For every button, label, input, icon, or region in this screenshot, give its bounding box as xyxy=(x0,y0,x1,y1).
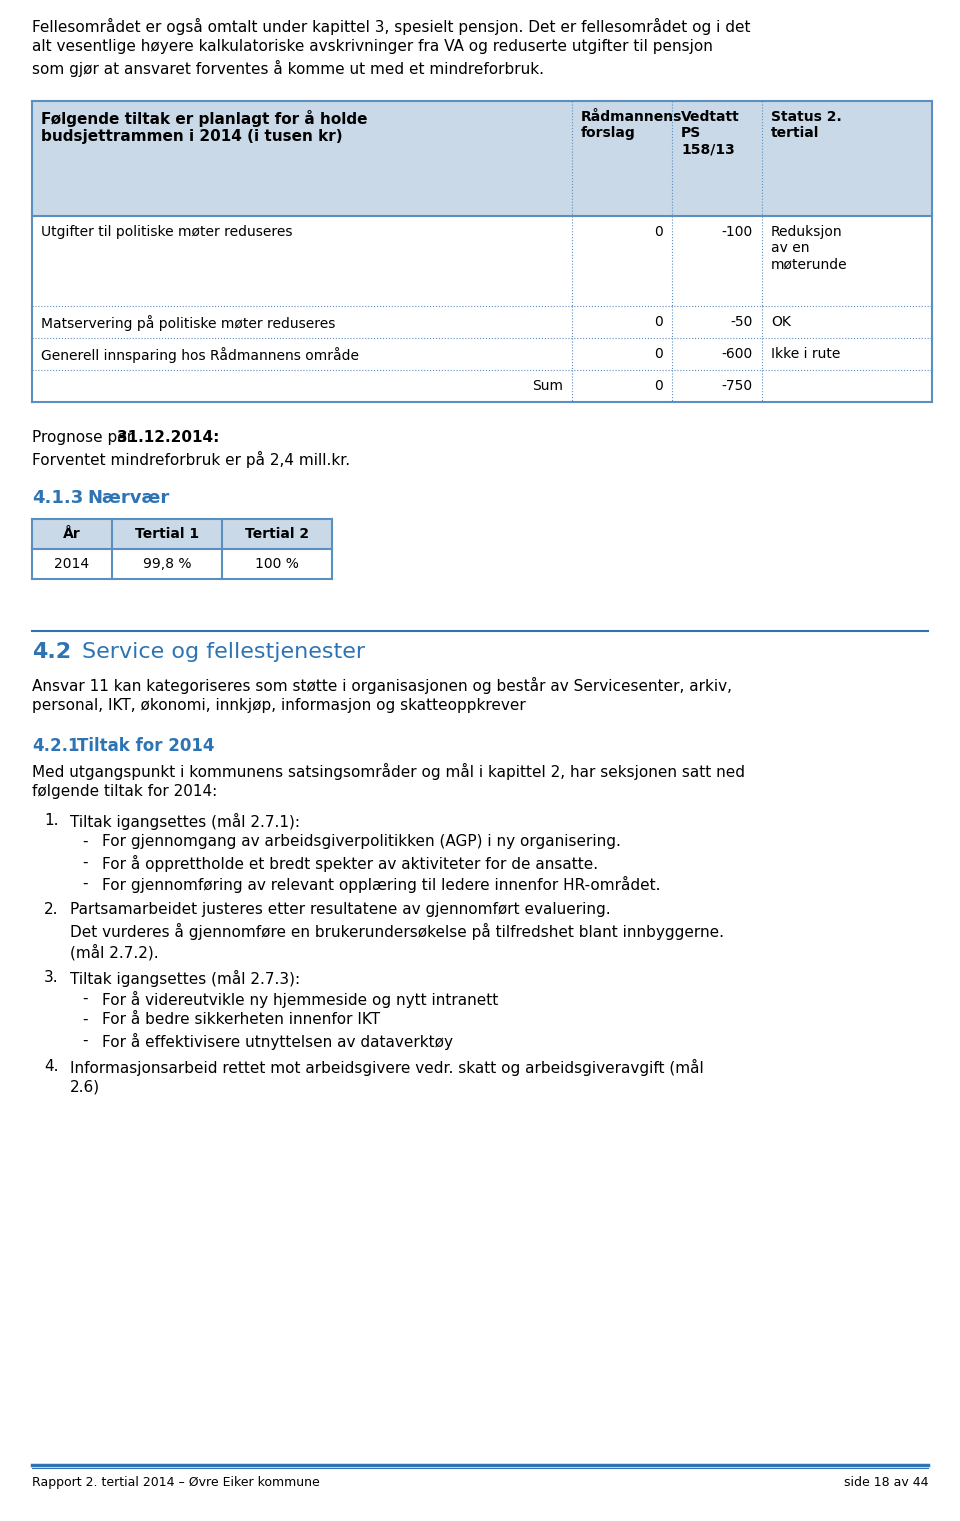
Text: -: - xyxy=(82,1033,87,1048)
Text: OK: OK xyxy=(771,315,791,329)
Text: Reduksjon
av en
møterunde: Reduksjon av en møterunde xyxy=(771,225,848,271)
Text: Med utgangspunkt i kommunens satsingsområder og mål i kapittel 2, har seksjonen : Med utgangspunkt i kommunens satsingsomr… xyxy=(32,764,745,780)
Text: -: - xyxy=(82,855,87,870)
Text: 31.12.2014:: 31.12.2014: xyxy=(117,430,220,446)
Text: 0: 0 xyxy=(655,347,663,360)
Text: Tiltak igangsettes (mål 2.7.1):: Tiltak igangsettes (mål 2.7.1): xyxy=(70,814,300,830)
Text: Ikke i rute: Ikke i rute xyxy=(771,347,840,360)
Text: 0: 0 xyxy=(655,315,663,329)
Text: 1.: 1. xyxy=(44,814,59,827)
Text: Tertial 1: Tertial 1 xyxy=(135,526,199,541)
Text: 0: 0 xyxy=(655,225,663,239)
Text: Partsamarbeidet justeres etter resultatene av gjennomført evaluering.: Partsamarbeidet justeres etter resultate… xyxy=(70,902,611,917)
Bar xyxy=(32,519,332,549)
Text: For å videreutvikle ny hjemmeside og nytt intranett: For å videreutvikle ny hjemmeside og nyt… xyxy=(102,992,498,1008)
Text: -50: -50 xyxy=(731,315,753,329)
Text: Nærvær: Nærvær xyxy=(87,488,169,506)
Text: Status 2.
tertial: Status 2. tertial xyxy=(771,110,842,140)
Text: For å opprettholde et bredt spekter av aktiviteter for de ansatte.: For å opprettholde et bredt spekter av a… xyxy=(102,855,598,872)
Text: Matservering på politiske møter reduseres: Matservering på politiske møter redusere… xyxy=(41,315,335,332)
Text: følgende tiltak for 2014:: følgende tiltak for 2014: xyxy=(32,783,217,799)
Text: -: - xyxy=(82,992,87,1005)
Text: -100: -100 xyxy=(722,225,753,239)
Text: For gjennomgang av arbeidsgiverpolitikken (AGP) i ny organisering.: For gjennomgang av arbeidsgiverpolitikke… xyxy=(102,834,621,849)
Text: 4.2.1: 4.2.1 xyxy=(32,738,80,754)
Text: 2.6): 2.6) xyxy=(70,1080,100,1095)
Text: Service og fellestjenester: Service og fellestjenester xyxy=(82,642,365,662)
Text: Ansvar 11 kan kategoriseres som støtte i organisasjonen og består av Servicesent: Ansvar 11 kan kategoriseres som støtte i… xyxy=(32,677,732,694)
Text: alt vesentlige høyere kalkulatoriske avskrivninger fra VA og reduserte utgifter : alt vesentlige høyere kalkulatoriske avs… xyxy=(32,40,713,55)
Text: Vedtatt
PS
158/13: Vedtatt PS 158/13 xyxy=(681,110,740,157)
Text: (mål 2.7.2).: (mål 2.7.2). xyxy=(70,945,158,961)
Text: Informasjonsarbeid rettet mot arbeidsgivere vedr. skatt og arbeidsgiveravgift (m: Informasjonsarbeid rettet mot arbeidsgiv… xyxy=(70,1059,704,1075)
Text: Tiltak for 2014: Tiltak for 2014 xyxy=(77,738,214,754)
Text: Prognose per: Prognose per xyxy=(32,430,138,446)
Text: -: - xyxy=(82,834,87,849)
Text: For gjennomføring av relevant opplæring til ledere innenfor HR-området.: For gjennomføring av relevant opplæring … xyxy=(102,876,660,893)
Text: Rapport 2. tertial 2014 – Øvre Eiker kommune: Rapport 2. tertial 2014 – Øvre Eiker kom… xyxy=(32,1475,320,1489)
Text: Generell innsparing hos Rådmannens område: Generell innsparing hos Rådmannens områd… xyxy=(41,347,359,364)
Text: For å effektivisere utnyttelsen av dataverktøy: For å effektivisere utnyttelsen av datav… xyxy=(102,1033,453,1049)
Text: -: - xyxy=(82,876,87,891)
Text: 4.2: 4.2 xyxy=(32,642,71,662)
Text: Følgende tiltak er planlagt for å holde
budsjettrammen i 2014 (i tusen kr): Følgende tiltak er planlagt for å holde … xyxy=(41,110,368,144)
Text: Sum: Sum xyxy=(532,379,563,392)
Text: som gjør at ansvaret forventes å komme ut med et mindreforbruk.: som gjør at ansvaret forventes å komme u… xyxy=(32,59,544,78)
Text: -600: -600 xyxy=(722,347,753,360)
Bar xyxy=(32,100,932,216)
Text: 99,8 %: 99,8 % xyxy=(143,557,191,570)
Text: personal, IKT, økonomi, innkjøp, informasjon og skatteoppkrever: personal, IKT, økonomi, innkjøp, informa… xyxy=(32,698,526,713)
Text: 2.: 2. xyxy=(44,902,59,917)
Text: 3.: 3. xyxy=(44,970,59,986)
Text: 4.1.3: 4.1.3 xyxy=(32,488,84,506)
Text: 0: 0 xyxy=(655,379,663,392)
Text: 2014: 2014 xyxy=(55,557,89,570)
Text: Utgifter til politiske møter reduseres: Utgifter til politiske møter reduseres xyxy=(41,225,293,239)
Text: Tiltak igangsettes (mål 2.7.3):: Tiltak igangsettes (mål 2.7.3): xyxy=(70,970,300,987)
Text: År: År xyxy=(63,526,81,541)
Text: -: - xyxy=(82,1011,87,1027)
Text: For å bedre sikkerheten innenfor IKT: For å bedre sikkerheten innenfor IKT xyxy=(102,1011,380,1027)
Text: 4.: 4. xyxy=(44,1059,59,1074)
Text: side 18 av 44: side 18 av 44 xyxy=(844,1475,928,1489)
Text: -750: -750 xyxy=(722,379,753,392)
Text: Tertial 2: Tertial 2 xyxy=(245,526,309,541)
Text: Fellesområdet er også omtalt under kapittel 3, spesielt pensjon. Det er fellesom: Fellesområdet er også omtalt under kapit… xyxy=(32,18,751,35)
Text: Forventet mindreforbruk er på 2,4 mill.kr.: Forventet mindreforbruk er på 2,4 mill.k… xyxy=(32,452,350,468)
Text: Rådmannens
forslag: Rådmannens forslag xyxy=(581,110,683,140)
Text: 100 %: 100 % xyxy=(255,557,299,570)
Text: Det vurderes å gjennomføre en brukerundersøkelse på tilfredshet blant innbyggern: Det vurderes å gjennomføre en brukerunde… xyxy=(70,923,724,940)
